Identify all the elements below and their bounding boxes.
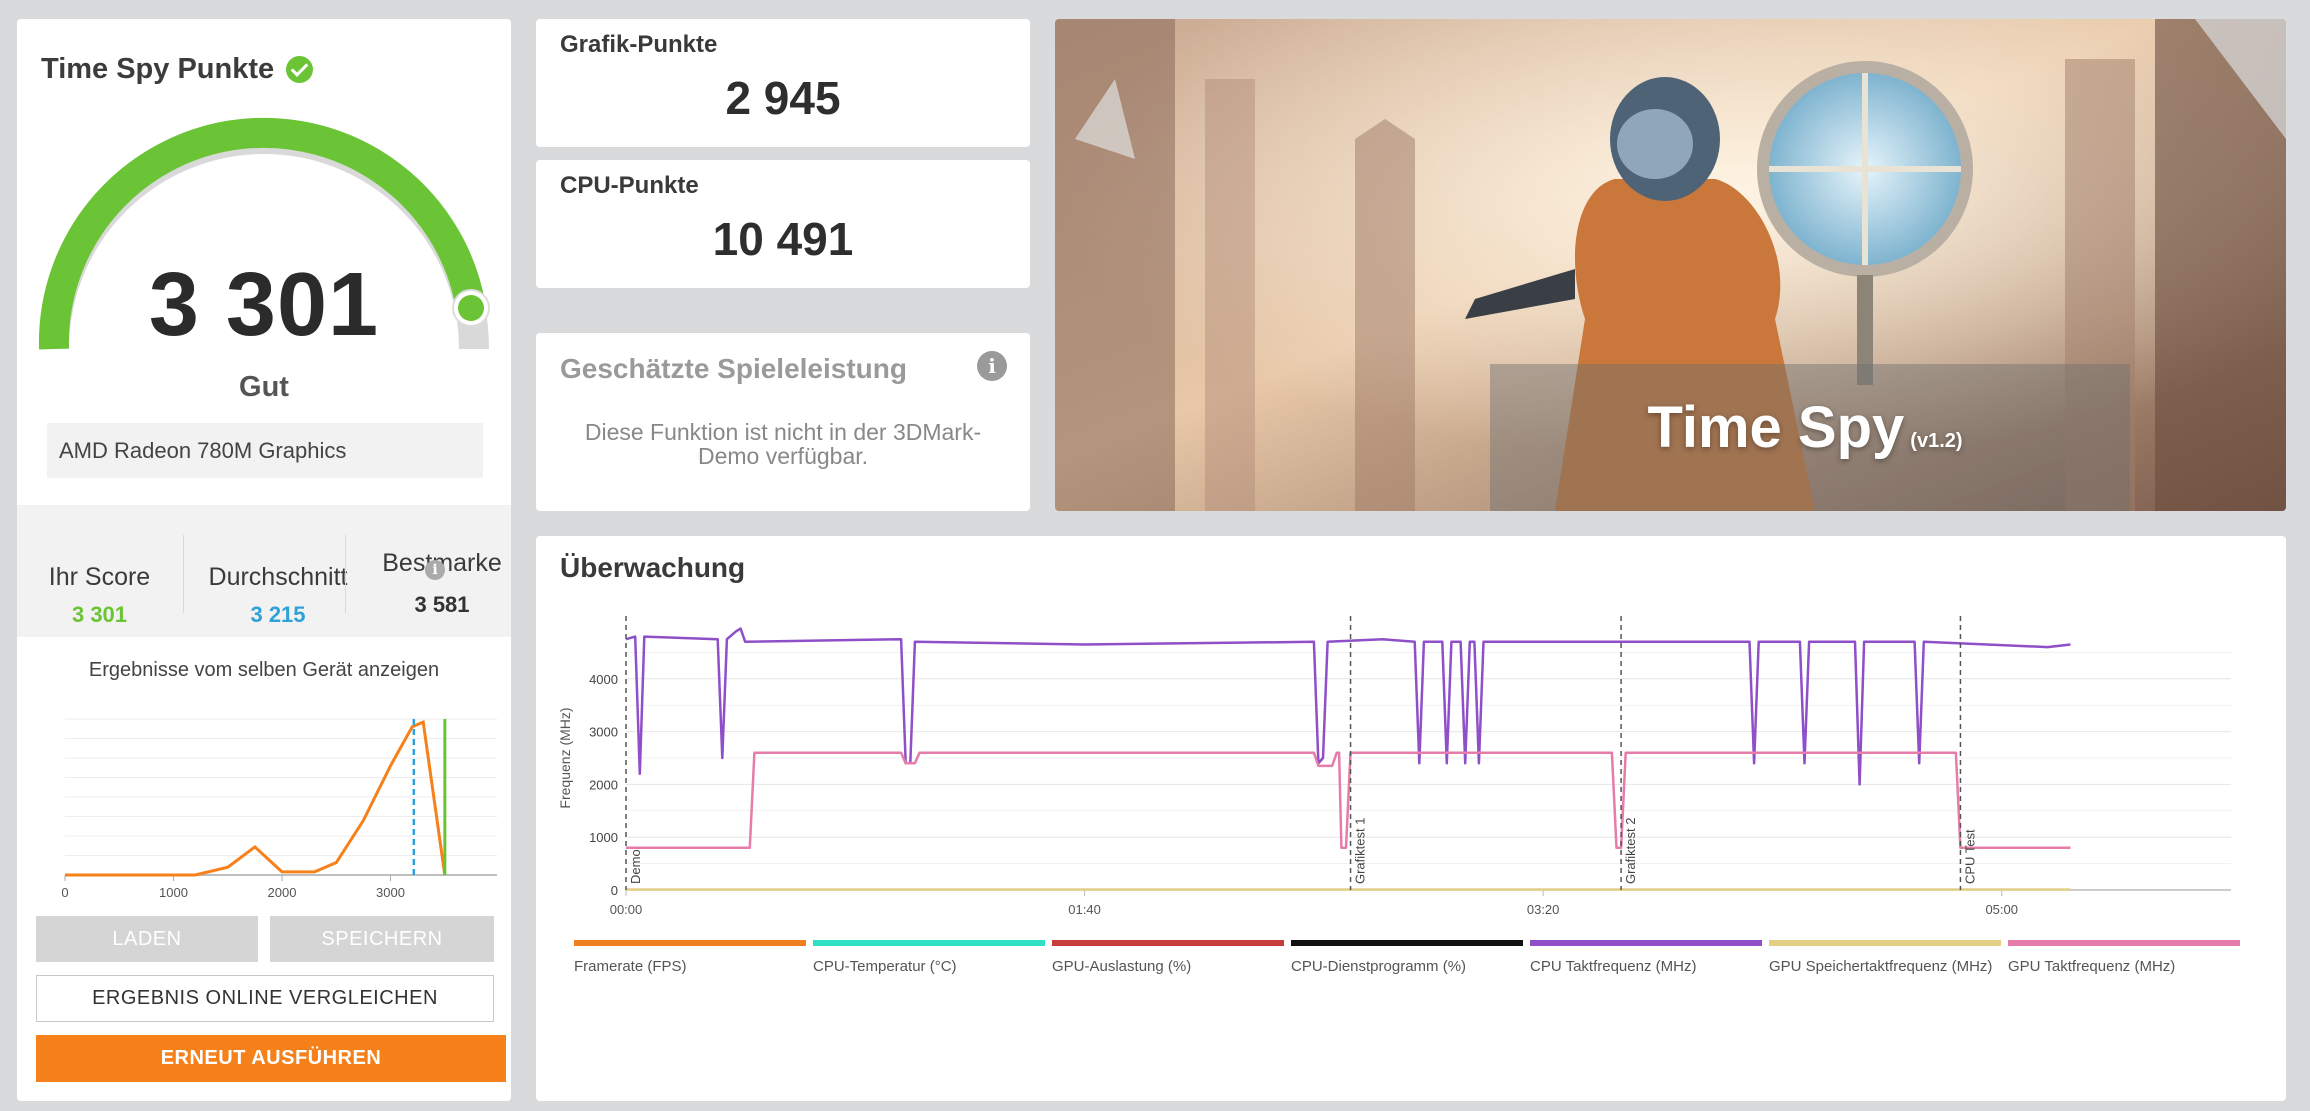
monitoring-card: 0 1000 2000 3000 4000 Frequenz (MHz) 00:00 01:4… [536, 536, 2286, 1101]
game-performance-text: Diese Funktion ist nicht in der 3DMark-D… [584, 419, 982, 469]
legend-item[interactable]: GPU Taktfrequenz (MHz) [2008, 940, 2240, 975]
legend-label: CPU-Dienstprogramm (%) [1291, 958, 1467, 975]
distribution-line [65, 719, 447, 877]
total-score: 3 301 [148, 255, 380, 355]
graphics-score-value: 2 945 [725, 72, 841, 124]
legend-swatch [813, 940, 1045, 946]
load-button[interactable]: LADEN [36, 916, 258, 962]
your-score-stat: Ihr Score 3 301 [17, 505, 182, 637]
cpu-score-value: 10 491 [712, 213, 854, 265]
legend-label: GPU Speichertaktfrequenz (MHz) [1769, 958, 1993, 975]
graphics-score-card: Grafik-Punkte 2 945 [536, 19, 1030, 147]
legend-label: GPU Taktfrequenz (MHz) [2008, 958, 2176, 975]
y-tick-label: 2000 [589, 777, 618, 792]
save-button[interactable]: SPEICHERN [270, 916, 494, 962]
rating-label: Gut [239, 371, 289, 403]
game-performance-card: Geschätzte Spieleleistung i Diese Funkti… [536, 333, 1030, 511]
legend-item[interactable]: CPU-Temperatur (°C) [813, 940, 1045, 975]
benchmark-title: Time Spy (v1.2) [1515, 394, 2095, 461]
y-tick-label: 1000 [589, 830, 618, 845]
x-tick-label: 05:00 [1985, 902, 2018, 917]
divider [345, 535, 346, 613]
gauge-knob [458, 295, 484, 321]
phase-marker-label: Grafiktest 1 [1353, 818, 1368, 884]
same-device-label[interactable]: Ergebnisse vom selben Gerät anzeigen [88, 659, 440, 681]
info-icon[interactable]: i [977, 351, 1007, 381]
phase-marker-label: Demo [628, 849, 643, 884]
legend-label: CPU-Temperatur (°C) [813, 958, 957, 975]
legend-swatch [2008, 940, 2240, 946]
x-tick-label: 2000 [268, 885, 297, 900]
graphics-score-label: Grafik-Punkte [560, 31, 718, 58]
benchmark-version: (v1.2) [1910, 430, 1963, 452]
score-title: Time Spy Punkte [41, 53, 275, 85]
average-stat: Durchschnitt 3 215 [184, 505, 372, 637]
best-value: 3 581 [414, 592, 470, 617]
x-tick-label: 0 [61, 885, 68, 900]
x-tick-label: 1000 [159, 885, 188, 900]
legend-item[interactable]: CPU Taktfrequenz (MHz) [1530, 940, 1762, 975]
game-performance-title: Geschätzte Spieleleistung [560, 353, 907, 384]
legend-swatch [574, 940, 806, 946]
x-tick-label: 01:40 [1068, 902, 1101, 917]
legend-item[interactable]: GPU-Auslastung (%) [1052, 940, 1284, 975]
legend-label: GPU-Auslastung (%) [1052, 958, 1192, 975]
phase-marker-label: Grafiktest 2 [1623, 818, 1638, 884]
monitoring-title: Überwachung [560, 552, 746, 583]
score-distribution-chart: 0 1000 2000 3000 [61, 718, 497, 900]
x-tick-label: 3000 [376, 885, 405, 900]
legend-item[interactable]: Framerate (FPS) [574, 940, 806, 975]
compare-online-button[interactable]: ERGEBNIS ONLINE VERGLEICHEN [36, 975, 494, 1022]
y-tick-label: 4000 [589, 672, 618, 687]
legend-swatch [1769, 940, 2001, 946]
series-line [626, 751, 2071, 850]
score-title-row: Time Spy Punkte [41, 53, 314, 86]
series-line [625, 627, 2071, 786]
phase-marker-label: CPU Test [1962, 829, 1977, 884]
legend-item[interactable]: CPU-Dienstprogramm (%) [1291, 940, 1523, 975]
score-card: Time Spy Punkte 3 301 Gut AMD Radeon 780… [17, 19, 511, 1101]
your-score-value: 3 301 [71, 602, 128, 627]
x-tick-label: 03:20 [1527, 902, 1560, 917]
check-circle-icon [286, 56, 314, 83]
benchmark-name: Time Spy [1647, 395, 1905, 460]
average-label: Durchschnitt [208, 563, 348, 591]
legend-swatch [1530, 940, 1762, 946]
y-axis-label: Frequenz (MHz) [557, 707, 573, 808]
y-tick-label: 0 [611, 883, 618, 898]
legend-label: Framerate (FPS) [574, 958, 687, 975]
best-info-icon[interactable]: i [425, 560, 445, 580]
score-gauge [38, 117, 490, 350]
gauge-fill [38, 117, 486, 350]
cpu-score-label: CPU-Punkte [560, 172, 699, 199]
hero-illustration [1055, 19, 2286, 511]
legend-label: CPU Taktfrequenz (MHz) [1530, 958, 1697, 975]
y-tick-label: 3000 [589, 725, 618, 740]
legend-swatch [1291, 940, 1523, 946]
legend-item[interactable]: GPU Speichertaktfrequenz (MHz) [1769, 940, 2001, 975]
monitoring-chart: 0 1000 2000 3000 4000 Frequenz (MHz) 00:00 01:4… [557, 616, 2231, 917]
hero-caption-band [1490, 364, 2130, 511]
benchmark-hero-image: Time Spy (v1.2) [1055, 19, 2286, 511]
legend-swatch [1052, 940, 1284, 946]
rerun-button[interactable]: ERNEUT AUSFÜHREN [36, 1035, 506, 1082]
x-tick-label: 00:00 [610, 902, 643, 917]
average-value: 3 215 [250, 602, 306, 627]
cpu-score-card: CPU-Punkte 10 491 [536, 160, 1030, 288]
device-name: AMD Radeon 780M Graphics [47, 423, 483, 478]
divider [183, 535, 184, 613]
your-score-label: Ihr Score [48, 563, 151, 591]
